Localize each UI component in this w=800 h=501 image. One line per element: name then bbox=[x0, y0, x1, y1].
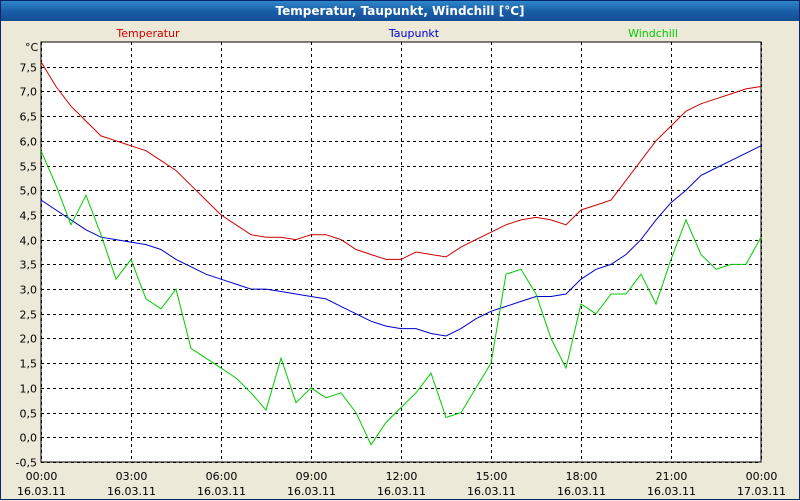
y-tick-label: 0,0 bbox=[20, 432, 38, 445]
x-tick-date: 16.03.11 bbox=[197, 485, 246, 498]
x-tick-time: 03:00 bbox=[116, 470, 148, 483]
y-tick-label: 7,5 bbox=[20, 62, 38, 75]
legend-windchill: Windchill bbox=[628, 27, 678, 40]
plot-border bbox=[40, 41, 762, 463]
x-tick-date: 16.03.11 bbox=[17, 485, 66, 498]
y-tick-label: 3,0 bbox=[20, 284, 38, 297]
x-tick-date: 16.03.11 bbox=[287, 485, 336, 498]
x-tick-date: 16.03.11 bbox=[557, 485, 606, 498]
y-tick-label: 4,0 bbox=[20, 235, 38, 248]
y-unit-label: °C bbox=[25, 41, 39, 54]
x-tick-time: 00:00 bbox=[746, 470, 778, 483]
series-line-windchill bbox=[40, 150, 762, 446]
x-tick-date: 16.03.11 bbox=[377, 485, 426, 498]
y-tick-label: 5,0 bbox=[20, 185, 38, 198]
x-tick-time: 12:00 bbox=[386, 470, 418, 483]
y-tick-label: 5,5 bbox=[20, 161, 38, 174]
x-tick-time: 21:00 bbox=[656, 470, 688, 483]
y-tick-label: 1,5 bbox=[20, 358, 38, 371]
x-tick-time: 00:00 bbox=[26, 470, 58, 483]
series-line-taupunkt bbox=[40, 145, 762, 337]
y-tick-label: 3,5 bbox=[20, 259, 38, 272]
x-tick-date: 17.03.11 bbox=[737, 485, 786, 498]
x-tick-date: 16.03.11 bbox=[467, 485, 516, 498]
x-tick-date: 16.03.11 bbox=[647, 485, 696, 498]
y-tick-label: 0,5 bbox=[20, 408, 38, 421]
y-tick-label: 2,5 bbox=[20, 309, 38, 322]
y-tick-label: 6,5 bbox=[20, 111, 38, 124]
y-tick-label: 7,0 bbox=[20, 86, 38, 99]
window-title: Temperatur, Taupunkt, Windchill [°C] bbox=[1, 1, 799, 21]
x-tick-time: 18:00 bbox=[566, 470, 598, 483]
y-tick-label: 1,0 bbox=[20, 383, 38, 396]
y-tick-label: -0,5 bbox=[16, 457, 37, 470]
x-tick-time: 06:00 bbox=[206, 470, 238, 483]
series-line-temperatur bbox=[40, 61, 762, 260]
x-tick-date: 16.03.11 bbox=[107, 485, 156, 498]
x-tick-time: 15:00 bbox=[476, 470, 508, 483]
y-tick-label: 2,0 bbox=[20, 333, 38, 346]
y-tick-label: 4,5 bbox=[20, 210, 38, 223]
x-tick-time: 09:00 bbox=[296, 470, 328, 483]
y-tick-label: 6,0 bbox=[20, 136, 38, 149]
legend-taupunkt: Taupunkt bbox=[388, 27, 440, 40]
legend-temperatur: Temperatur bbox=[115, 27, 180, 40]
